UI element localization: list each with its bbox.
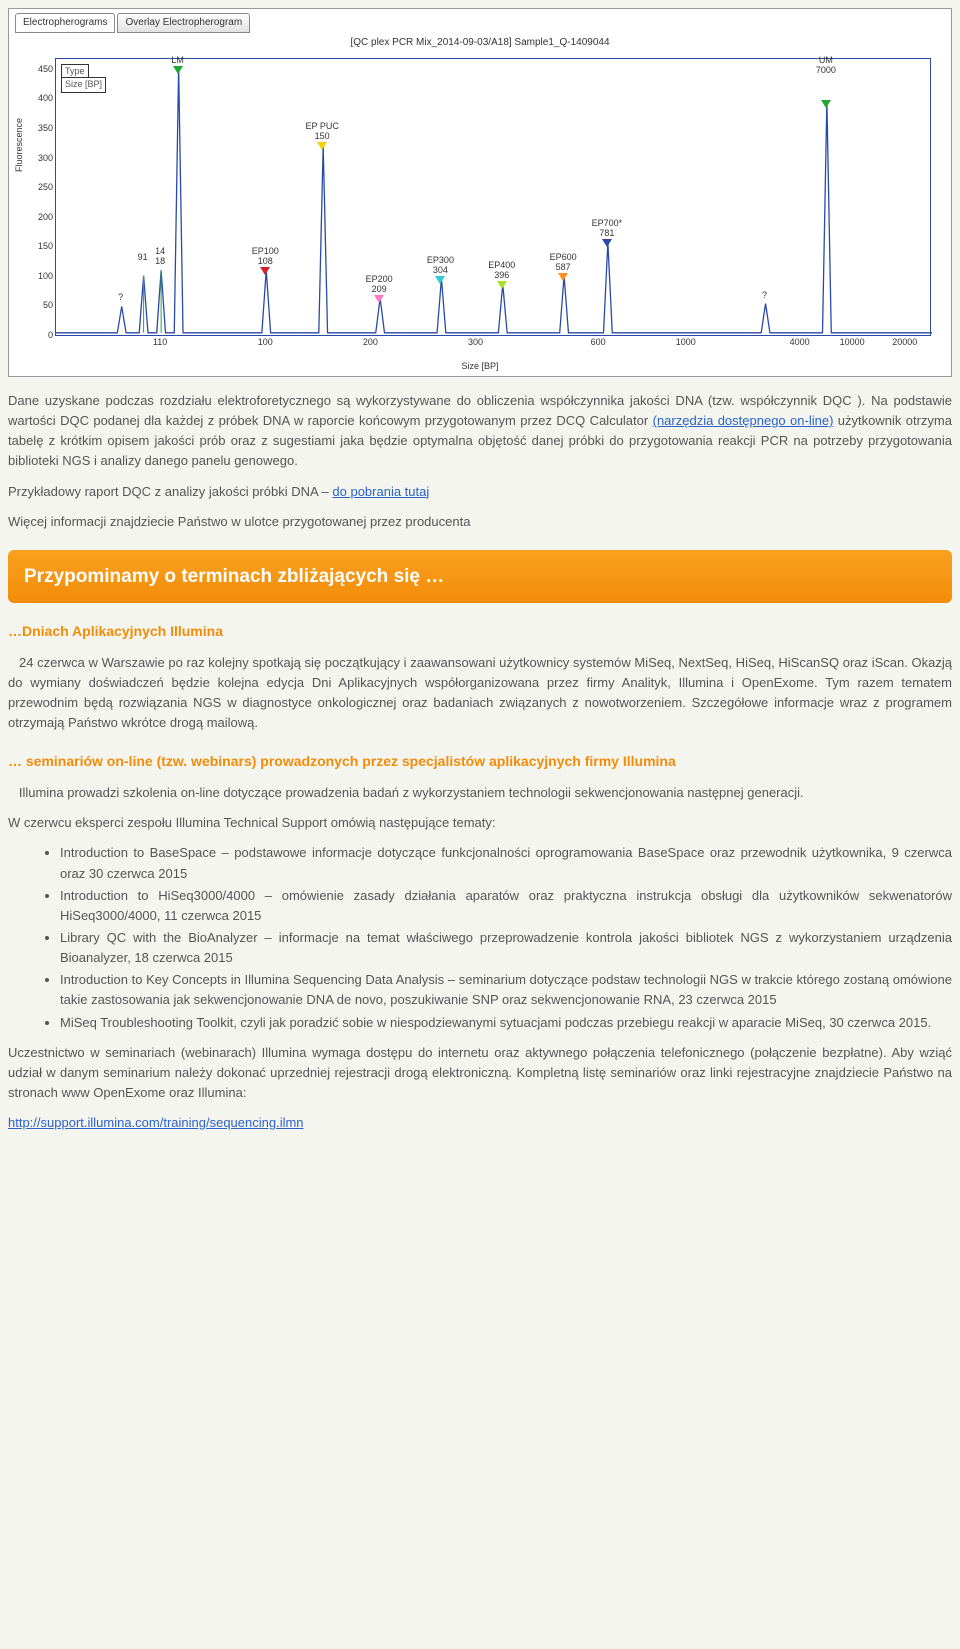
- plot-region: [55, 58, 931, 336]
- list-item: Library QC with the BioAnalyzer – inform…: [60, 928, 952, 968]
- x-tick: 200: [363, 336, 378, 350]
- x-tick: 4000: [790, 336, 810, 350]
- peak-marker-icon: [497, 281, 507, 289]
- webinars-intro-paragraph: Illumina prowadzi szkolenia on-line doty…: [8, 783, 952, 803]
- peak-marker-icon: [558, 273, 568, 281]
- x-tick: 300: [468, 336, 483, 350]
- tab-electropherograms[interactable]: Electropherograms: [15, 13, 115, 33]
- peak-marker-icon: [173, 66, 183, 74]
- peak-marker-icon: [435, 276, 445, 284]
- tool-online-link[interactable]: (narzędzia dostępnego on-line): [653, 413, 834, 428]
- y-tick: 100: [33, 270, 53, 284]
- download-link[interactable]: do pobrania tutaj: [332, 484, 429, 499]
- x-tick: 10000: [840, 336, 865, 350]
- peak-label: EP200209: [366, 275, 393, 295]
- y-tick: 350: [33, 122, 53, 136]
- y-tick: 400: [33, 92, 53, 106]
- peak-marker-icon: [602, 239, 612, 247]
- webinars-topics-intro: W czerwcu eksperci zespołu Illumina Tech…: [8, 813, 952, 833]
- list-item: Introduction to HiSeq3000/4000 – omówien…: [60, 886, 952, 926]
- sample-report-paragraph: Przykładowy raport DQC z analizy jakości…: [8, 482, 952, 502]
- webinar-topics-list: Introduction to BaseSpace – podstawowe i…: [8, 843, 952, 1032]
- peak-label: EP PUC150: [305, 122, 338, 142]
- chart-box-label: Size [BP]: [61, 77, 106, 93]
- chart-header: [QC plex PCR Mix_2014-09-03/A18] Sample1…: [15, 35, 945, 51]
- x-axis-label: Size [BP]: [15, 360, 945, 374]
- peak-marker-icon: [317, 142, 327, 150]
- y-tick: 150: [33, 240, 53, 254]
- intro-paragraph: Dane uzyskane podczas rozdziału elektrof…: [8, 391, 952, 472]
- y-tick: 0: [33, 329, 53, 343]
- y-tick: 450: [33, 63, 53, 77]
- heading-webinars: … seminariów on-line (tzw. webinars) pro…: [8, 751, 952, 773]
- tab-overlay[interactable]: Overlay Electropherogram: [117, 13, 250, 33]
- peak-label: EP600587: [550, 253, 577, 273]
- x-tick: 600: [591, 336, 606, 350]
- y-axis-label: Fluorescence: [13, 118, 27, 172]
- peak-label: UM7000: [816, 56, 836, 76]
- reminder-banner: Przypominamy o terminach zbliżających si…: [8, 550, 952, 603]
- application-days-paragraph: 24 czerwca w Warszawie po raz kolejny sp…: [8, 653, 952, 734]
- peak-label: EP100108: [252, 247, 279, 267]
- list-item: Introduction to BaseSpace – podstawowe i…: [60, 843, 952, 883]
- peak-label: 91: [138, 253, 148, 263]
- peak-label: ?: [118, 293, 123, 303]
- heading-application-days: …Dniach Aplikacyjnych Illumina: [8, 621, 952, 643]
- illumina-training-link[interactable]: http://support.illumina.com/training/seq…: [8, 1115, 304, 1130]
- x-tick: 1000: [676, 336, 696, 350]
- peak-label: EP400396: [488, 261, 515, 281]
- peak-marker-icon: [374, 295, 384, 303]
- peak-label: EP700*781: [592, 219, 623, 239]
- chart-tabs: Electropherograms Overlay Electropherogr…: [15, 13, 945, 33]
- y-tick: 250: [33, 181, 53, 195]
- webinars-registration-paragraph: Uczestnictwo w seminariach (webinarach) …: [8, 1043, 952, 1103]
- peak-marker-icon: [821, 100, 831, 108]
- x-tick: 20000: [892, 336, 917, 350]
- sample-report-text: Przykładowy raport DQC z analizy jakości…: [8, 484, 332, 499]
- y-tick: 300: [33, 152, 53, 166]
- list-item: MiSeq Troubleshooting Toolkit, czyli jak…: [60, 1013, 952, 1033]
- peak-marker-icon: [260, 267, 270, 275]
- peak-label: ?: [762, 291, 767, 301]
- more-info-paragraph: Więcej informacji znajdziecie Państwo w …: [8, 512, 952, 532]
- y-tick: 200: [33, 211, 53, 225]
- electropherogram-chart: Electropherograms Overlay Electropherogr…: [8, 8, 952, 377]
- peak-label: EP300304: [427, 256, 454, 276]
- x-tick: 100: [258, 336, 273, 350]
- peak-label: 1418: [155, 247, 165, 267]
- chart-area: Fluorescence 0 50 100 150 200 250 300 350 400 450…: [15, 52, 945, 362]
- list-item: Introduction to Key Concepts in Illumina…: [60, 970, 952, 1010]
- peak-label: LM: [171, 56, 184, 66]
- y-tick: 50: [33, 299, 53, 313]
- x-tick: 110: [153, 336, 167, 350]
